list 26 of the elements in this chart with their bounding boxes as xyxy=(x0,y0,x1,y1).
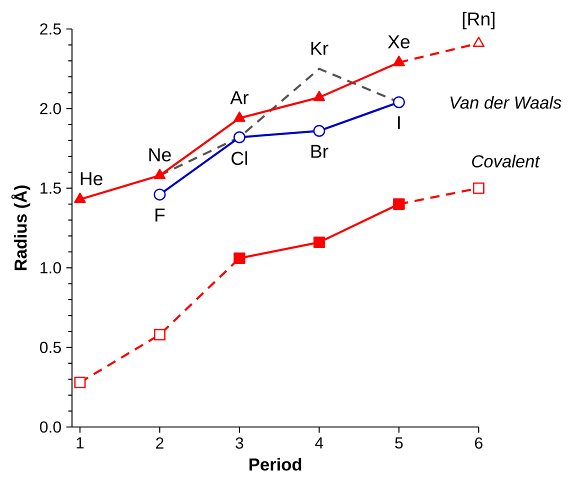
series-label: Covalent xyxy=(472,154,540,168)
annotation: Br xyxy=(311,144,328,158)
y-tick-label: 2.5 xyxy=(40,23,61,35)
annotation: Cl xyxy=(232,151,248,166)
x-tick-label: 4 xyxy=(315,437,324,448)
annotation: F xyxy=(156,208,165,222)
annotation: Ne xyxy=(149,148,171,162)
annotation: I xyxy=(398,116,400,130)
x-axis-title: Period xyxy=(250,458,302,471)
y-tick-label: 1.5 xyxy=(40,182,61,194)
x-tick-label: 1 xyxy=(76,437,84,448)
annotation: Kr xyxy=(311,42,328,55)
y-tick-label: 1.0 xyxy=(40,262,61,274)
annotation: Xe xyxy=(388,35,410,48)
text: Van der Waals xyxy=(450,96,562,109)
x-tick-label: 3 xyxy=(236,437,244,449)
y-tick-label: 2.0 xyxy=(40,102,61,114)
annotation: [Rn] xyxy=(462,12,494,30)
y-tick-label: 0.5 xyxy=(40,342,61,354)
annotation: He xyxy=(80,172,102,186)
y-tick-label: 0.0 xyxy=(40,421,61,433)
annotation: Ar xyxy=(230,91,248,104)
x-tick-label: 6 xyxy=(475,437,482,449)
x-tick-label: 2 xyxy=(156,437,164,449)
x-tick-label: 5 xyxy=(395,437,403,449)
y-axis-title: Radius (Å) xyxy=(11,186,30,270)
